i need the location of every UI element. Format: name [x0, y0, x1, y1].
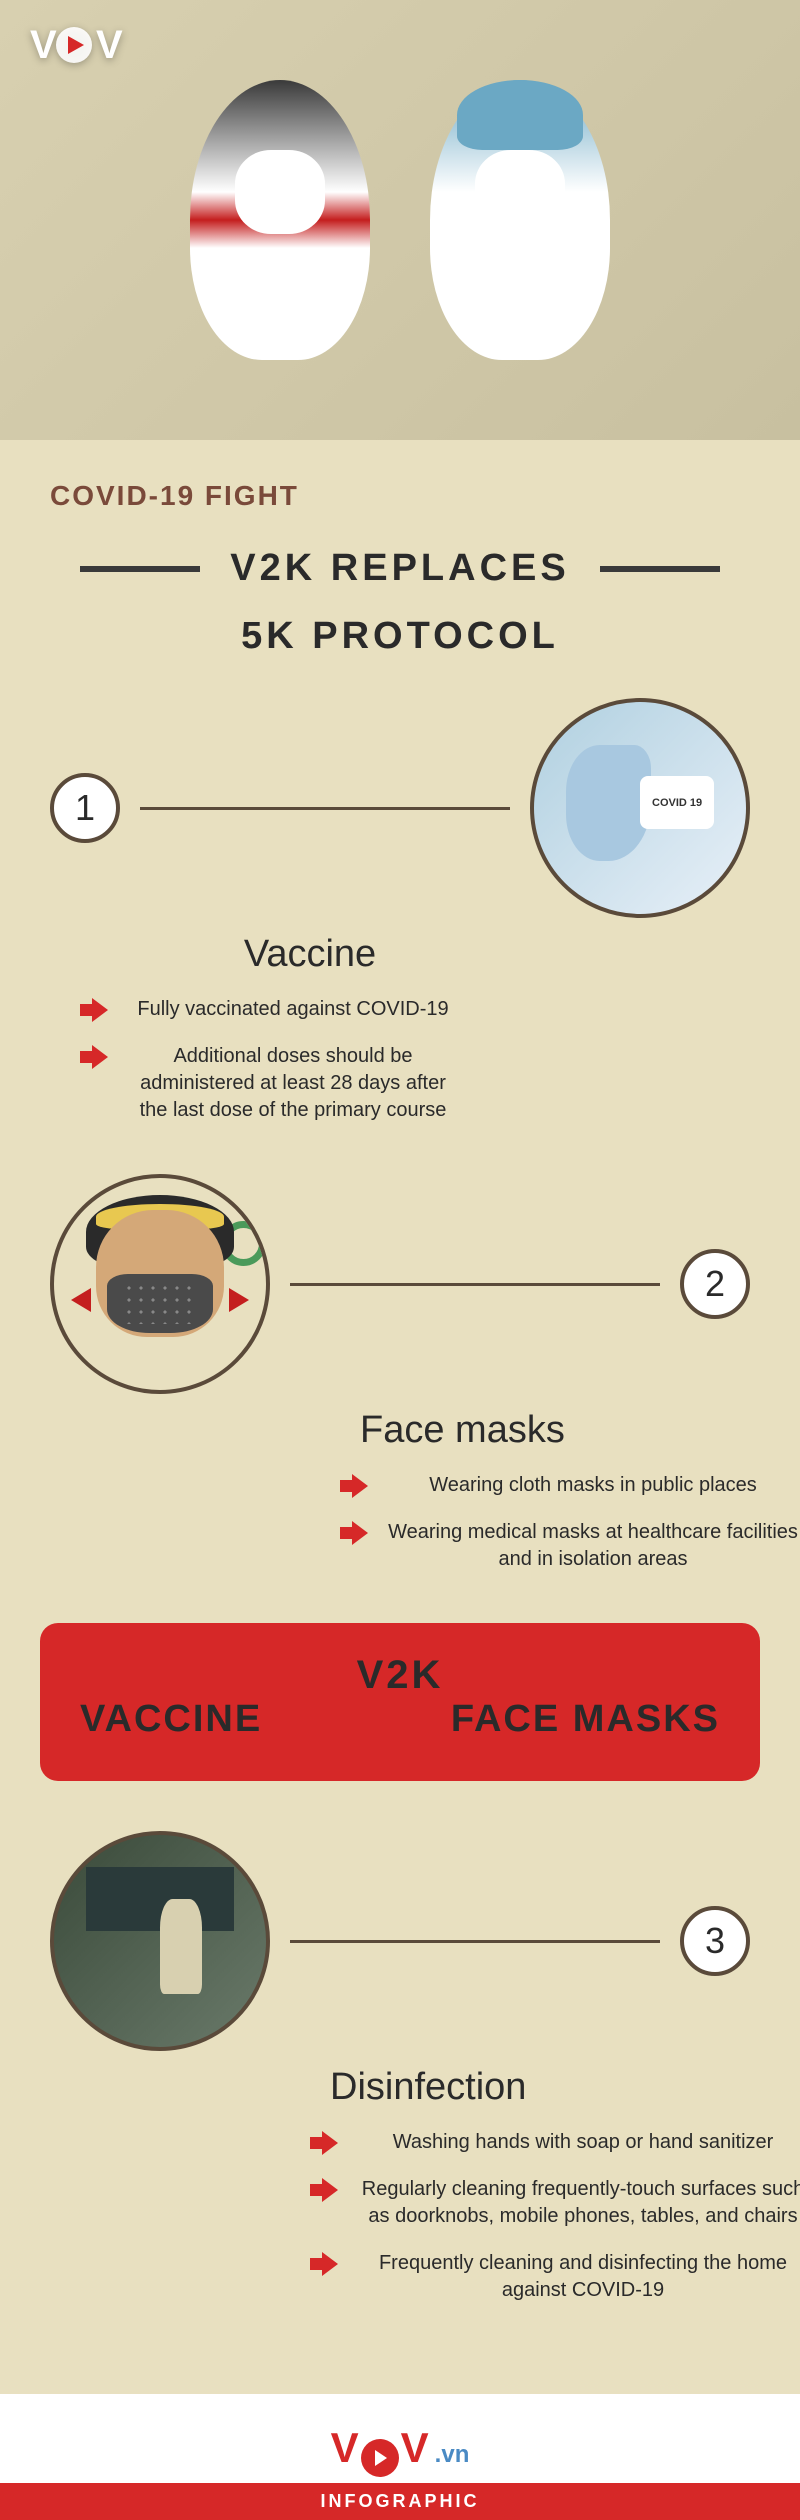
title-dash-right [600, 566, 720, 572]
logo-vn-suffix: .vn [435, 2441, 470, 2469]
bullet-text: Wearing cloth masks in public places [386, 1472, 800, 1499]
bullet-item: Fully vaccinated against COVID-19 [80, 996, 460, 1023]
main-title-line1: V2K REPLACES [230, 542, 569, 595]
arrow-icon [80, 998, 108, 1022]
section-facemasks: 2 Face masks Wearing cloth masks in publ… [50, 1174, 750, 1573]
section-number-2: 2 [680, 1249, 750, 1319]
bullet-item: Regularly cleaning frequently-touch surf… [310, 2176, 800, 2230]
bullet-item: Wearing medical masks at healthcare faci… [340, 1519, 800, 1573]
arrow-icon [80, 1045, 108, 1069]
section-head-3: 3 [50, 1831, 750, 2051]
disinfect-image [50, 1831, 270, 2051]
footer-label: INFOGRAPHIC [0, 2483, 800, 2520]
bullet-text: Washing hands with soap or hand sanitize… [356, 2129, 800, 2156]
arrow-icon [310, 2178, 338, 2202]
vial-label: COVID 19 [640, 776, 714, 829]
infographic-page: V V COVID-19 FIGHT V2K REPLACES 5K PROTO… [0, 0, 800, 2520]
svg-text:V: V [96, 23, 123, 67]
section-title-3: Disinfection [330, 2066, 750, 2109]
bullet-item: Wearing cloth masks in public places [340, 1472, 800, 1499]
bullets-1: Fully vaccinated against COVID-19 Additi… [80, 996, 460, 1124]
panel-right: FACE MASKS [415, 1698, 720, 1741]
vaccine-image: COVID 19 [530, 698, 750, 918]
main-title-line2: 5K PROTOCOL [50, 615, 750, 658]
section-title-2: Face masks [360, 1409, 750, 1452]
arrow-icon [340, 1521, 368, 1545]
title-row: V2K REPLACES [50, 542, 750, 595]
bullet-item: Additional doses should be administered … [80, 1043, 460, 1124]
footer: V V .vn INFOGRAPHIC [0, 2394, 800, 2520]
section-subtitle: COVID-19 FIGHT [50, 480, 750, 512]
bullet-text: Frequently cleaning and disinfecting the… [356, 2250, 800, 2304]
logo-play-icon [361, 2439, 399, 2477]
main-content: COVID-19 FIGHT V2K REPLACES 5K PROTOCOL … [0, 440, 800, 2394]
section-head-2: 2 [50, 1174, 750, 1394]
arrow-icon [310, 2252, 338, 2276]
svg-text:V: V [30, 23, 57, 67]
bullets-2: Wearing cloth masks in public places Wea… [340, 1472, 800, 1573]
section-head-line-3 [290, 1940, 660, 1943]
section-number-3: 3 [680, 1906, 750, 1976]
logo-letter-v: V [331, 2424, 359, 2472]
arrow-icon [310, 2131, 338, 2155]
arrow-icon [340, 1474, 368, 1498]
section-title-1: Vaccine [0, 933, 750, 976]
section-head-1: 1 COVID 19 [50, 698, 750, 918]
logo-letter-v2: V [401, 2424, 429, 2472]
section-number-1: 1 [50, 773, 120, 843]
bullet-text: Regularly cleaning frequently-touch surf… [356, 2176, 800, 2230]
bullet-text: Fully vaccinated against COVID-19 [126, 996, 460, 1023]
bullet-item: Frequently cleaning and disinfecting the… [310, 2250, 800, 2304]
title-dash-left [80, 566, 200, 572]
mask-image [50, 1174, 270, 1394]
section-head-line-1 [140, 807, 510, 810]
bullets-3: Washing hands with soap or hand sanitize… [310, 2129, 800, 2304]
hero-image: V V [0, 0, 800, 440]
section-head-line-2 [290, 1283, 660, 1286]
panel-left: VACCINE [80, 1698, 385, 1741]
footer-logo: V V .vn [0, 2414, 800, 2483]
panel-top: V2K [80, 1653, 720, 1698]
bullet-item: Washing hands with soap or hand sanitize… [310, 2129, 800, 2156]
section-vaccine: 1 COVID 19 Vaccine Fully vaccinated agai… [50, 698, 750, 1124]
hero-brand-logo: V V [30, 20, 140, 75]
v2k-panel: V2K VACCINE FACE MASKS [40, 1623, 760, 1781]
bullet-text: Wearing medical masks at healthcare faci… [386, 1519, 800, 1573]
section-disinfection: 3 Disinfection Washing hands with soap o… [50, 1831, 750, 2304]
bullet-text: Additional doses should be administered … [126, 1043, 460, 1124]
